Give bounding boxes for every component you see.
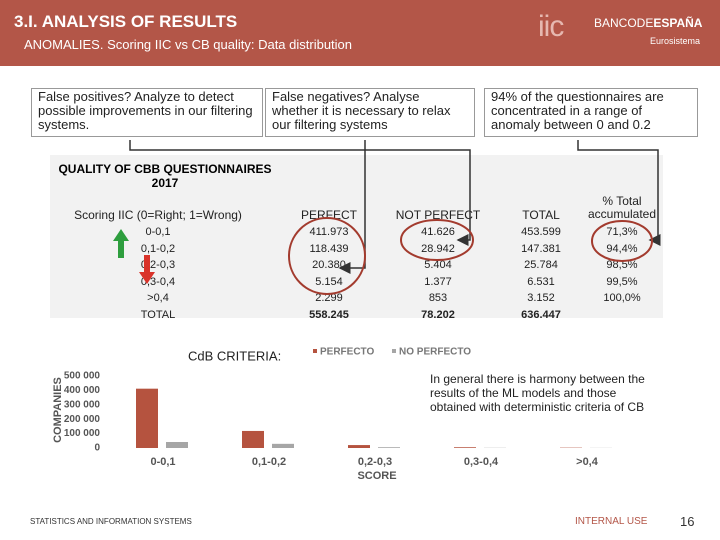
bar (242, 430, 264, 448)
table-cell: NOT PERFECT (395, 208, 481, 222)
header-band (0, 0, 720, 66)
logo-name: ESPAÑA (653, 16, 703, 30)
table-cell: 99,5% (606, 275, 638, 288)
down-arrow (139, 255, 155, 284)
table-cell: % Total accumulated (587, 194, 657, 221)
table-cell: 2.299 (315, 292, 343, 305)
x-tick-label: 0,1-0,2 (252, 456, 286, 468)
y-tick-label: 500 000 (64, 371, 101, 382)
footer-left: STATISTICS AND INFORMATION SYSTEMS (30, 517, 192, 526)
table-cell: 5.404 (424, 259, 452, 272)
arrow (129, 140, 366, 274)
y-tick-label: 0 (94, 443, 100, 454)
bar (166, 442, 188, 448)
table-cell: 20.380 (312, 259, 346, 272)
legend-swatch (392, 349, 396, 353)
table-cell: 6.531 (527, 275, 555, 288)
bar (454, 447, 476, 448)
logo-bank: BANCODEESPAÑA (594, 16, 702, 30)
table-cell: 558.245 (309, 309, 349, 321)
page-number: 16 (680, 514, 695, 529)
bar (272, 443, 294, 448)
callout: False positives? Analyze to detect possi… (31, 88, 263, 137)
table-cell: 453.599 (521, 226, 561, 238)
annotation: In general there is harmony between the … (430, 372, 645, 414)
logo-prefix: BANCODE (594, 16, 654, 30)
table-cell: 3.152 (527, 292, 555, 305)
slide-subtitle: ANOMALIES. Scoring IIC vs CB quality: Da… (24, 37, 353, 52)
highlight (591, 220, 653, 262)
table-cell: 0-0,1 (145, 226, 171, 238)
table-cell: 100,0% (603, 292, 641, 305)
footer-right: INTERNAL USE (575, 516, 648, 527)
table-cell: 98,5% (606, 259, 638, 272)
table-cell: 28.942 (421, 242, 455, 255)
table-cell: 5.154 (315, 275, 343, 288)
arrow (364, 140, 471, 246)
legend-label: NO PERFECTO (399, 347, 471, 358)
table-cell: 1.377 (424, 275, 452, 288)
table-cell: 411.973 (309, 226, 349, 238)
table-cell: Scoring IIC (0=Right; 1=Wrong) (74, 208, 242, 222)
table-background (50, 155, 663, 318)
bar (378, 447, 400, 448)
highlight (288, 217, 366, 295)
y-tick-label: 300 000 (64, 399, 101, 410)
highlight (400, 219, 474, 261)
logo-mark: iic (538, 10, 564, 43)
up-arrow (113, 229, 129, 258)
table-cell: PERFECT (300, 208, 357, 222)
table-cell: 636.447 (521, 309, 561, 321)
table-cell: 94,4% (606, 242, 638, 255)
table-cell: 0,1-0,2 (140, 242, 176, 255)
x-axis-label: SCORE (357, 470, 396, 482)
arrow (577, 140, 661, 246)
table-cell: TOTAL (522, 208, 560, 222)
table-cell: 147.381 (521, 242, 561, 255)
bar (136, 388, 158, 448)
table-cell: >0,4 (147, 292, 169, 305)
legend-swatch (313, 349, 317, 353)
table-cell: 71,3% (606, 226, 638, 238)
x-tick-label: >0,4 (576, 456, 599, 468)
x-tick-label: 0,3-0,4 (464, 456, 499, 468)
bar (348, 445, 370, 448)
callout: False negatives? Analyse whether it is n… (265, 88, 475, 137)
table-title: QUALITY OF CBB QUESTIONNAIRES 2017 (58, 162, 272, 190)
y-tick-label: 100 000 (64, 428, 101, 439)
x-tick-label: 0-0,1 (150, 456, 175, 468)
table-cell: 25.784 (524, 259, 558, 272)
legend-label: PERFECTO (320, 347, 374, 358)
callout: 94% of the questionnaires are concentrat… (484, 88, 698, 137)
table-cell: 41.626 (421, 226, 455, 238)
table-cell: 853 (428, 292, 448, 305)
x-tick-label: 0,2-0,3 (358, 456, 392, 468)
slide-title: 3.I. ANALYSIS OF RESULTS (14, 12, 238, 31)
y-tick-label: 400 000 (64, 385, 101, 396)
table-cell: TOTAL (140, 309, 176, 321)
y-tick-label: 200 000 (64, 414, 101, 425)
logo-system: Eurosistema (650, 36, 701, 46)
y-axis-label: COMPANIES (52, 377, 64, 443)
table-cell: 118.439 (309, 242, 349, 255)
table-cell: 78.202 (421, 309, 455, 321)
chart-label: CdB CRITERIA: (188, 348, 281, 363)
